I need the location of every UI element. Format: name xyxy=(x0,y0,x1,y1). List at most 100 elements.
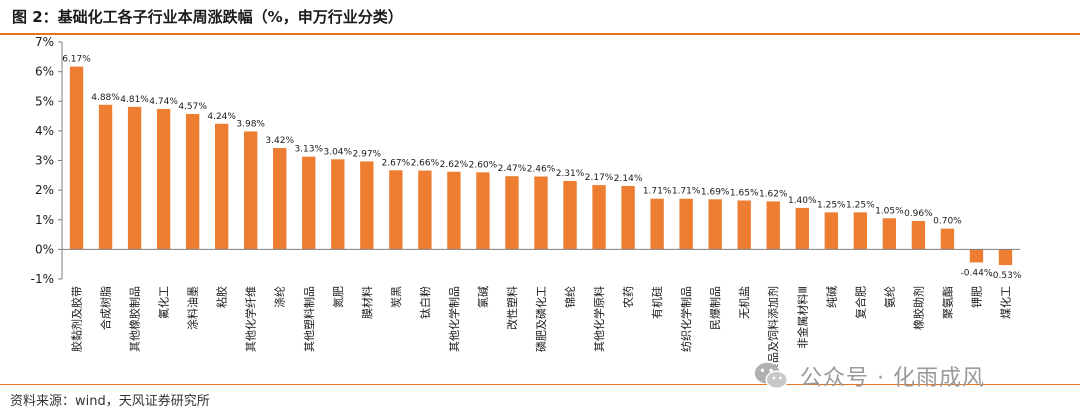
category-label: 农药 xyxy=(621,286,635,308)
figure-title: 图 2：基础化工各子行业本周涨跌幅（%，申万行业分类） xyxy=(12,8,403,26)
category-label: 纺织化学制品 xyxy=(679,286,693,352)
category-label: 其他塑料制品 xyxy=(302,286,316,352)
watermark: 公众号 · 化雨成风 xyxy=(752,356,985,396)
bar xyxy=(418,170,432,250)
data-label: 1.25% xyxy=(846,200,875,210)
source-note: 资料来源：wind，天风证券研究所 xyxy=(10,394,210,409)
data-label: 6.17% xyxy=(62,55,91,65)
data-label: 1.40% xyxy=(788,196,817,206)
category-label: 粘胶 xyxy=(215,286,229,308)
category-label: 氮肥 xyxy=(331,286,345,308)
category-label: 钾肥 xyxy=(969,286,983,308)
y-tick-label: 2% xyxy=(35,183,54,197)
bar xyxy=(447,171,461,250)
bar xyxy=(273,148,287,250)
data-label: 4.57% xyxy=(178,102,207,112)
wechat-logo-icon xyxy=(754,362,788,390)
y-tick-label: 4% xyxy=(35,124,54,138)
category-label: 有机硅 xyxy=(650,286,664,319)
data-label: 2.14% xyxy=(614,174,643,184)
bar xyxy=(534,176,548,250)
category-label: 炭黑 xyxy=(390,286,403,308)
bar xyxy=(940,228,955,250)
bar-series xyxy=(69,66,1013,266)
category-label: 涂料油墨 xyxy=(186,286,200,330)
category-label: 氨纶 xyxy=(882,286,896,308)
bar xyxy=(708,199,722,250)
category-label: 其他化学原料 xyxy=(592,286,606,352)
data-label: -0.53% xyxy=(990,271,1022,281)
bar xyxy=(185,113,200,250)
category-label: 胶黏剂及胶带 xyxy=(70,286,84,352)
y-tick-label: 7% xyxy=(35,35,54,49)
category-label: 氯碱 xyxy=(476,286,490,308)
data-label: 2.97% xyxy=(353,149,382,159)
data-label: 4.81% xyxy=(120,95,149,105)
bar xyxy=(505,176,519,250)
category-label: 磷肥及磷化工 xyxy=(534,286,548,352)
watermark-text: 公众号 · 化雨成风 xyxy=(800,366,985,391)
data-label: 0.96% xyxy=(904,209,933,219)
bar xyxy=(244,131,258,250)
data-label: -0.44% xyxy=(961,268,993,278)
category-label: 钛白粉 xyxy=(418,286,432,319)
data-label: 2.46% xyxy=(527,164,556,174)
category-label: 橡胶助剂 xyxy=(911,286,925,330)
data-label: 1.69% xyxy=(701,187,730,197)
bar xyxy=(127,106,142,250)
bar xyxy=(563,180,577,250)
bar xyxy=(592,185,606,250)
data-label: 2.62% xyxy=(440,160,469,170)
bar xyxy=(795,207,809,250)
bar xyxy=(214,123,229,250)
category-label: 涤纶 xyxy=(273,286,287,308)
data-label: 2.66% xyxy=(411,159,440,169)
category-label: 其他橡胶制品 xyxy=(128,286,142,352)
category-label: 民爆制品 xyxy=(708,286,722,330)
bar xyxy=(882,218,897,250)
category-label: 其他化学纤维 xyxy=(244,286,258,352)
category-label: 复合肥 xyxy=(853,286,867,319)
bar-chart: -1% 0% 1% 2% 3% 4% 5% 6% 7% 6.17% 4.88% 4.81% 4.74%… xyxy=(31,35,1022,374)
bar xyxy=(302,156,316,250)
category-label: 膜材料 xyxy=(360,286,374,319)
x-axis-labels: 胶黏剂及胶带 合成树脂 其他橡胶制品 氟化工 涂料油墨 粘胶 其他化学纤维 涤纶 其他塑料制品 氮… xyxy=(70,286,1013,374)
bar xyxy=(476,172,490,250)
data-labels: 6.17% 4.88% 4.81% 4.74%4.57%4.24%3.98%3.42%… xyxy=(62,55,1022,281)
figure-header: 图 2：基础化工各子行业本周涨跌幅（%，申万行业分类） xyxy=(0,0,1080,32)
data-label: 4.74% xyxy=(149,97,178,107)
bar xyxy=(621,185,635,250)
y-tick-label: 5% xyxy=(35,94,54,108)
y-tick-label: 1% xyxy=(35,213,54,227)
bar xyxy=(98,104,113,250)
category-label: 聚氨酯 xyxy=(941,286,954,319)
bar xyxy=(156,108,171,250)
data-label: 1.65% xyxy=(730,188,759,198)
data-label: 3.42% xyxy=(265,136,294,146)
bar xyxy=(679,198,693,250)
bar xyxy=(69,66,84,250)
bar xyxy=(824,212,838,250)
bar xyxy=(389,170,403,250)
data-label: 3.98% xyxy=(236,119,265,129)
data-label: 2.31% xyxy=(556,169,585,179)
footer-rule xyxy=(0,384,1080,385)
bar xyxy=(911,220,926,250)
data-label: 2.47% xyxy=(498,164,527,174)
category-label: 改性塑料 xyxy=(505,286,519,330)
data-label: 2.17% xyxy=(585,173,614,183)
data-label: 1.71% xyxy=(643,187,672,197)
y-tick-label: -1% xyxy=(31,272,54,286)
data-label: 1.71% xyxy=(672,187,701,197)
y-tick-label: 0% xyxy=(35,242,54,256)
category-label: 食品及饲料添加剂 xyxy=(766,286,780,374)
bar xyxy=(969,249,984,263)
y-tick-label: 6% xyxy=(35,65,54,79)
header-rule xyxy=(0,33,1080,35)
category-label: 合成树脂 xyxy=(99,286,113,330)
data-label: 1.62% xyxy=(759,189,788,199)
category-label: 纯碱 xyxy=(825,286,838,308)
data-label: 2.60% xyxy=(469,160,498,170)
bar xyxy=(737,200,751,250)
y-tick-label: 3% xyxy=(35,154,54,168)
